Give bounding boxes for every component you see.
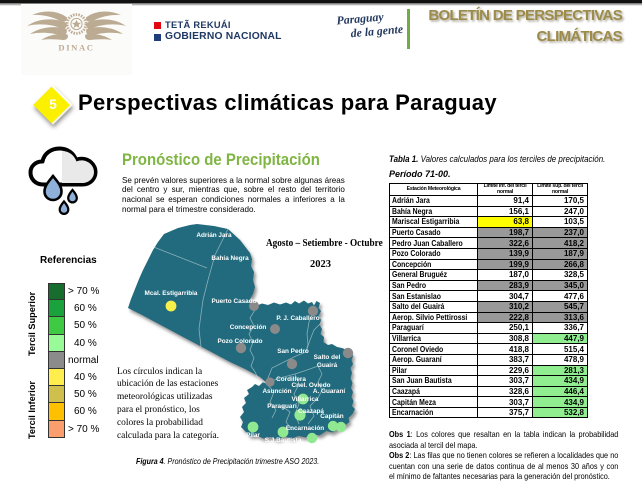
svg-text:Cnel. Oviedo: Cnel. Oviedo [291,382,330,389]
svg-text:Pozo Colorado: Pozo Colorado [217,338,262,345]
svg-text:Puerto Casado: Puerto Casado [211,298,256,305]
svg-text:A. Guaraní: A. Guaraní [313,388,346,395]
svg-text:Mcal. Estigarribia: Mcal. Estigarribia [145,290,198,297]
svg-text:Paraguarí: Paraguarí [267,403,297,410]
svg-text:Bahía Negra: Bahía Negra [211,255,249,262]
svg-text:Adrián Jara: Adrián Jara [196,232,232,239]
svg-text:Cordillera: Cordillera [276,376,306,383]
svg-text:Capitán: Capitán [320,413,344,420]
svg-text:Pilar: Pilar [246,432,260,439]
svg-text:S.J.Bautista: S.J.Bautista [265,437,302,444]
svg-text:Asunción: Asunción [262,388,291,395]
svg-text:DINAC: DINAC [58,43,94,53]
svg-text:P. J. Caballero: P. J. Caballero [276,315,319,322]
svg-text:Salto del: Salto del [314,354,341,361]
svg-text:Encarnación: Encarnación [286,425,324,432]
svg-text:Concepción: Concepción [230,324,267,331]
svg-text:San Pedro: San Pedro [277,348,309,355]
svg-text:Guairá: Guairá [317,362,338,369]
svg-text:Villarrica: Villarrica [292,396,319,403]
svg-text:Caazapá: Caazapá [298,408,324,415]
